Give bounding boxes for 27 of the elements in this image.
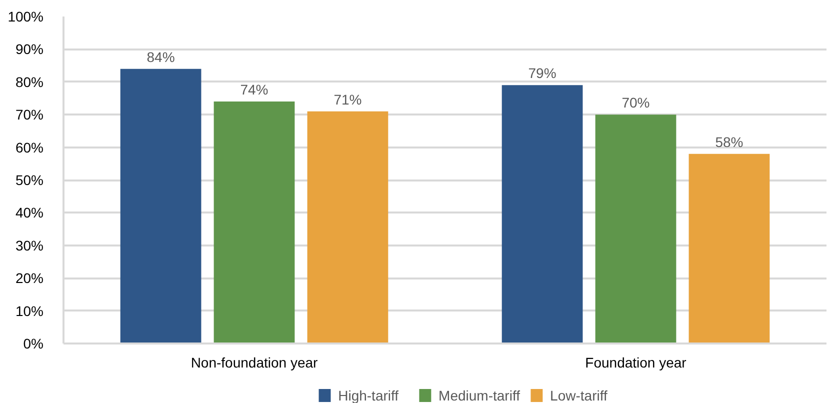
y-tick-label: 70% [15, 106, 44, 123]
data-label: 74% [240, 82, 268, 98]
y-tick-label: 20% [15, 270, 44, 286]
y-tick-label: 50% [15, 172, 44, 188]
data-label: 70% [622, 94, 650, 111]
bar [214, 102, 295, 344]
data-label: 71% [334, 91, 362, 108]
x-tick-label: Foundation year [585, 354, 687, 370]
y-tick-label: 40% [15, 204, 44, 221]
data-label: 58% [715, 134, 744, 150]
y-tick-label: 10% [15, 302, 44, 319]
y-tick-label: 100% [8, 8, 44, 24]
legend-label: Medium-tariff [438, 388, 520, 403]
legend-label: Low-tariff [550, 388, 608, 403]
data-label: 84% [146, 48, 175, 65]
y-tick-label: 80% [15, 74, 44, 90]
x-tick-label: Non-foundation year [190, 354, 318, 370]
bar [120, 68, 202, 344]
bar [502, 85, 583, 344]
y-tick-label: 90% [15, 41, 44, 58]
data-label: 79% [528, 65, 556, 82]
y-tick-label: 0% [23, 336, 44, 352]
y-tick-label: 60% [15, 139, 44, 156]
bar [688, 154, 770, 344]
bar [595, 114, 676, 344]
y-tick-label: 30% [15, 237, 44, 254]
bar [307, 111, 388, 344]
